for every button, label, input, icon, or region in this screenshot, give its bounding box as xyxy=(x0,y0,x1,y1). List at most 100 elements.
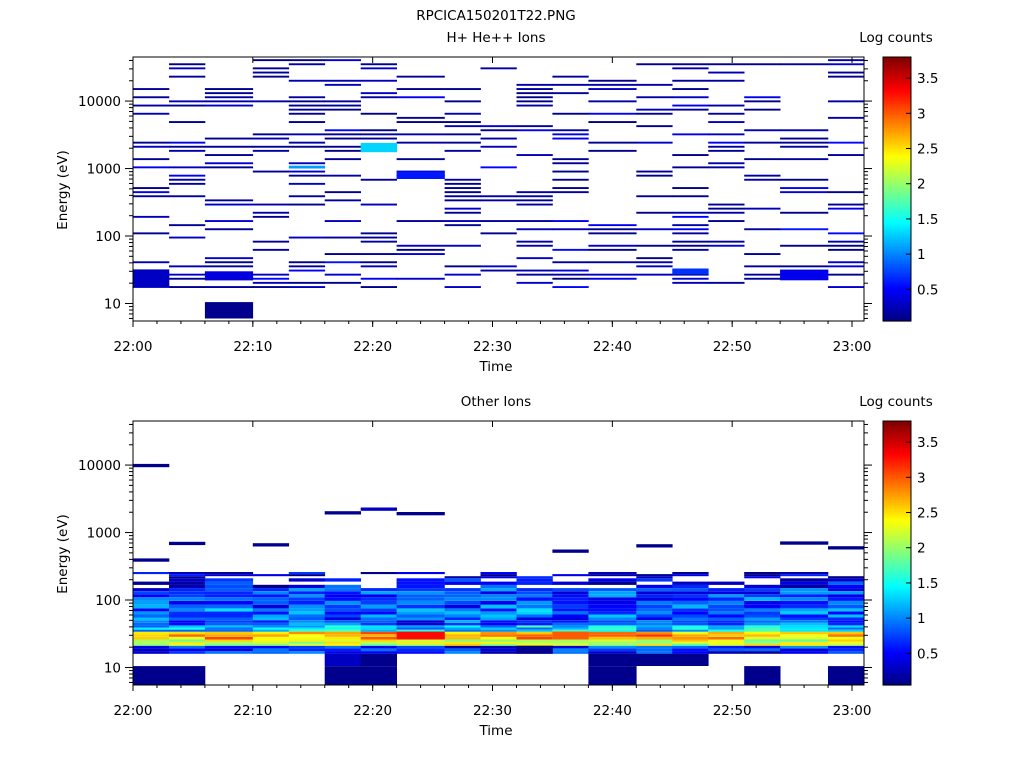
heatmap-cell xyxy=(204,88,254,90)
colorbar-frame xyxy=(882,56,912,322)
heatmap-cell xyxy=(780,574,829,577)
heatmap-cell xyxy=(204,100,254,103)
heatmap-cell xyxy=(780,631,829,635)
heatmap-cell xyxy=(324,584,361,589)
heatmap-cell xyxy=(133,608,170,612)
heatmap-cell xyxy=(288,572,326,575)
heatmap-cell xyxy=(552,228,589,231)
heatmap-cell xyxy=(324,129,361,132)
heatmap-cell xyxy=(708,601,745,605)
heatmap-cell xyxy=(252,137,290,140)
heatmap-cell xyxy=(552,273,589,276)
colorbar-swatch xyxy=(883,208,911,212)
colorbar-swatch xyxy=(883,270,911,274)
heatmap-cell xyxy=(672,273,709,276)
colorbar-swatch xyxy=(883,458,911,462)
heatmap-cell xyxy=(516,281,553,284)
heatmap-cell xyxy=(672,608,709,612)
heatmap-cell xyxy=(828,273,865,276)
heatmap-cell xyxy=(169,651,206,654)
colorbar-swatch xyxy=(883,145,911,148)
heatmap-cell xyxy=(672,643,709,646)
heatmap-cell xyxy=(780,178,829,181)
colorbar-swatch xyxy=(883,487,911,490)
heatmap-cell xyxy=(588,651,637,654)
x-axis-label: Time xyxy=(478,359,512,375)
heatmap-cell xyxy=(444,597,481,601)
heatmap-cell xyxy=(552,629,589,632)
colorbar-swatch xyxy=(883,436,911,440)
heatmap-cell xyxy=(588,83,637,86)
heatmap-cell xyxy=(744,617,781,621)
colorbar-swatch xyxy=(883,263,911,267)
heatmap-cell xyxy=(169,594,206,598)
heatmap-cell xyxy=(252,643,290,646)
colorbar-swatch xyxy=(883,425,911,429)
heatmap-cell xyxy=(288,611,326,615)
heatmap-cell xyxy=(672,67,709,70)
heatmap-cell xyxy=(444,625,481,628)
heatmap-cell xyxy=(516,100,553,103)
heatmap-cell xyxy=(444,220,481,222)
colorbar-swatch xyxy=(883,462,911,466)
heatmap-cell xyxy=(516,244,553,247)
heatmap-cell xyxy=(288,622,326,626)
colorbar-swatch xyxy=(883,138,911,142)
heatmap-cell xyxy=(169,67,206,70)
heatmap-cell xyxy=(480,576,517,579)
heatmap-cell xyxy=(708,641,745,644)
heatmap-cell xyxy=(252,620,290,623)
heatmap-cell xyxy=(828,614,865,618)
heatmap-cell xyxy=(744,634,781,637)
heatmap-cell xyxy=(708,220,745,222)
heatmap-cell xyxy=(396,604,445,609)
heatmap-cell xyxy=(396,648,445,652)
colorbar-swatch xyxy=(883,498,911,501)
heatmap-cell xyxy=(552,604,589,609)
heatmap-cell xyxy=(672,581,709,585)
heatmap-cell xyxy=(480,129,517,132)
colorbar-swatch xyxy=(883,557,911,561)
heatmap-cell xyxy=(444,149,481,152)
heatmap-cell xyxy=(204,137,254,140)
heatmap-cell xyxy=(360,666,397,685)
heatmap-cell xyxy=(744,96,781,99)
heatmap-cell xyxy=(744,611,781,615)
heatmap-cell xyxy=(480,145,517,148)
heatmap-cell xyxy=(744,591,781,595)
heatmap-cell xyxy=(204,648,254,652)
heatmap-cell xyxy=(516,104,553,107)
colorbar-swatch xyxy=(883,61,911,65)
heatmap-cell xyxy=(828,608,865,612)
heatmap-cell xyxy=(360,594,397,598)
heatmap-cell xyxy=(204,166,254,169)
heatmap-cell xyxy=(516,578,553,582)
heatmap-cell xyxy=(516,639,553,642)
heatmap-cell xyxy=(480,608,517,612)
heatmap-cell xyxy=(396,277,445,280)
heatmap-cell xyxy=(444,601,481,605)
colorbar-tick-label: 3 xyxy=(917,470,926,486)
heatmap-cell xyxy=(444,576,481,579)
colorbar-swatch xyxy=(883,239,911,243)
heatmap-cell xyxy=(360,591,397,595)
heatmap-cell xyxy=(204,92,254,95)
heatmap-cell xyxy=(204,261,254,264)
heatmap-cell xyxy=(780,597,829,601)
heatmap-cell xyxy=(708,629,745,632)
colorbar-swatch xyxy=(883,568,911,572)
heatmap-cell xyxy=(480,631,517,635)
heatmap-cell xyxy=(636,211,673,214)
colorbar-swatch xyxy=(883,528,911,532)
heatmap-cell xyxy=(516,576,553,579)
heatmap-cell xyxy=(288,625,326,628)
heatmap-cell xyxy=(636,125,673,128)
heatmap-cell xyxy=(708,166,745,169)
heatmap-cell xyxy=(288,281,326,284)
colorbar-swatch xyxy=(883,445,911,448)
heatmap-cell xyxy=(204,220,254,222)
heatmap-cell xyxy=(169,149,206,152)
heatmap-cell xyxy=(828,581,865,585)
heatmap-cell xyxy=(360,597,397,601)
heatmap-cell xyxy=(552,588,589,592)
